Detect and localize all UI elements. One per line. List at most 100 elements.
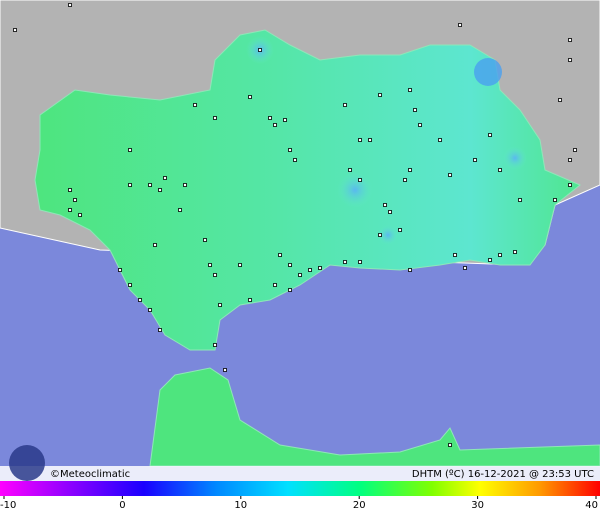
station: [283, 118, 287, 122]
station: [223, 368, 227, 372]
station: [238, 263, 242, 267]
station: [408, 268, 412, 272]
colorbar-tick-label: 40: [585, 500, 598, 511]
station: [213, 343, 217, 347]
andalusia: [34, 29, 581, 351]
station: [158, 188, 162, 192]
station: [358, 178, 362, 182]
station: [513, 250, 517, 254]
station: [118, 268, 122, 272]
info-strip: [0, 466, 600, 481]
stations: [13, 3, 577, 447]
station: [128, 148, 132, 152]
station: [553, 198, 557, 202]
colorbar-labels-bg: [0, 496, 600, 517]
station: [568, 38, 572, 42]
station: [308, 268, 312, 272]
station: [413, 108, 417, 112]
station: [68, 3, 72, 7]
station: [273, 123, 277, 127]
station: [398, 228, 402, 232]
station: [568, 183, 572, 187]
station: [448, 173, 452, 177]
station: [73, 198, 77, 202]
colorbar-tick-label: -10: [0, 500, 16, 511]
colorbar-tick-label: 10: [234, 500, 247, 511]
station: [463, 266, 467, 270]
cold-spot: [378, 225, 398, 245]
station: [288, 148, 292, 152]
station: [488, 133, 492, 137]
station: [343, 260, 347, 264]
station: [293, 158, 297, 162]
cold-spot: [474, 58, 502, 86]
station: [138, 298, 142, 302]
colorbar: [0, 481, 600, 496]
cold-spot: [337, 172, 373, 208]
station: [78, 213, 82, 217]
caption: DHTM (ºC) 16-12-2021 @ 23:53 UTC: [412, 469, 594, 480]
station: [288, 288, 292, 292]
station: [438, 138, 442, 142]
station: [193, 103, 197, 107]
station: [208, 263, 212, 267]
station: [318, 266, 322, 270]
station: [488, 258, 492, 262]
station: [408, 88, 412, 92]
station: [183, 183, 187, 187]
station: [13, 28, 17, 32]
station: [273, 283, 277, 287]
credit: ©Meteoclimatic: [50, 469, 130, 480]
station: [383, 203, 387, 207]
station: [203, 238, 207, 242]
morocco: [149, 367, 600, 467]
station: [68, 208, 72, 212]
station: [458, 23, 462, 27]
station: [498, 253, 502, 257]
station: [68, 188, 72, 192]
station: [158, 328, 162, 332]
station: [258, 48, 262, 52]
station: [218, 303, 222, 307]
colorbar-tick-label: 0: [119, 500, 125, 511]
station: [568, 58, 572, 62]
station: [268, 116, 272, 120]
station: [128, 283, 132, 287]
station: [498, 168, 502, 172]
station: [358, 138, 362, 142]
logo: [9, 445, 45, 481]
station: [343, 103, 347, 107]
station: [163, 176, 167, 180]
station: [348, 168, 352, 172]
station: [213, 273, 217, 277]
cold-spot: [503, 146, 527, 170]
station: [418, 123, 422, 127]
station: [378, 233, 382, 237]
station: [278, 253, 282, 257]
station: [378, 93, 382, 97]
station: [358, 260, 362, 264]
colorbar-tick-label: 30: [471, 500, 484, 511]
station: [153, 243, 157, 247]
station: [298, 273, 302, 277]
station: [558, 98, 562, 102]
station: [248, 95, 252, 99]
station: [448, 443, 452, 447]
station: [403, 178, 407, 182]
station: [148, 308, 152, 312]
station: [178, 208, 182, 212]
station: [453, 253, 457, 257]
station: [568, 158, 572, 162]
colorbar-tick-label: 20: [353, 500, 366, 511]
station: [128, 183, 132, 187]
station: [518, 198, 522, 202]
station: [573, 148, 577, 152]
station: [368, 138, 372, 142]
station: [473, 158, 477, 162]
station: [408, 168, 412, 172]
station: [248, 298, 252, 302]
station: [388, 210, 392, 214]
station: [213, 116, 217, 120]
station: [148, 183, 152, 187]
